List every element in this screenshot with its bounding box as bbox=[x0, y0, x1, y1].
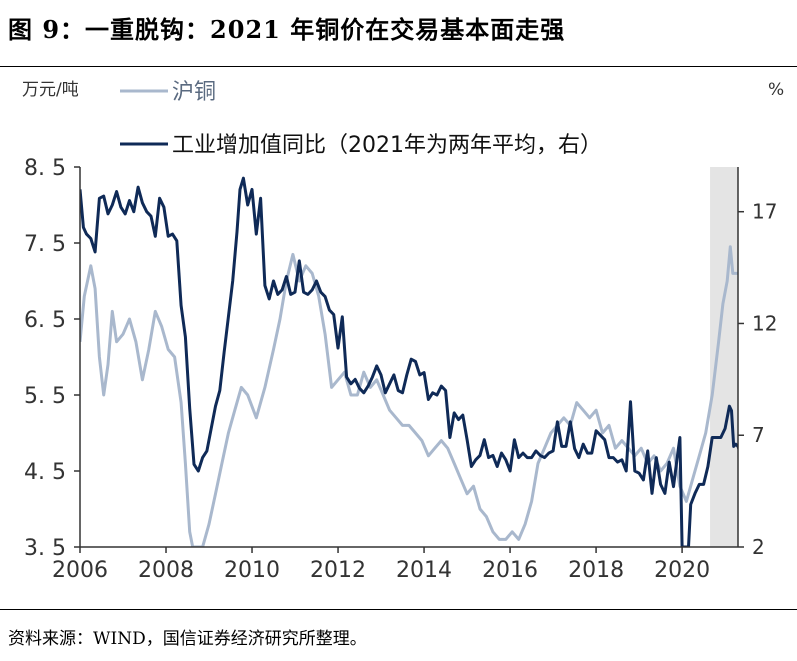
left-axis-unit: 万元/吨 bbox=[22, 80, 79, 100]
x-tick-label: 2010 bbox=[224, 558, 280, 583]
x-tick-label: 2018 bbox=[568, 558, 624, 583]
left-tick-label: 7. 5 bbox=[24, 232, 66, 257]
x-tick-label: 2020 bbox=[654, 558, 710, 583]
industrial-output-line bbox=[80, 176, 738, 547]
left-tick-label: 6. 5 bbox=[24, 308, 66, 333]
x-tick-label: 2008 bbox=[138, 558, 194, 583]
left-tick-label: 3. 5 bbox=[24, 536, 66, 561]
source-rule bbox=[0, 609, 797, 610]
x-tick-label: 2016 bbox=[482, 558, 538, 583]
figure-title: 图 9：一重脱钩：2021 年铜价在交易基本面走强 bbox=[8, 15, 566, 44]
left-tick-label: 4. 5 bbox=[24, 460, 66, 485]
title-rule bbox=[0, 66, 797, 67]
legend-label-copper: 沪铜 bbox=[172, 80, 216, 105]
copper-price-line bbox=[80, 245, 738, 547]
x-tick-label: 2012 bbox=[310, 558, 366, 583]
left-tick-label: 5. 5 bbox=[24, 384, 66, 409]
source-note: 资料来源：WIND，国信证券经济研究所整理。 bbox=[8, 629, 367, 649]
shaded-region bbox=[710, 167, 738, 547]
right-tick-label: 12 bbox=[752, 311, 777, 335]
right-tick-label: 17 bbox=[752, 200, 777, 224]
right-axis-unit: % bbox=[768, 80, 784, 100]
right-tick-label: 7 bbox=[752, 423, 765, 447]
left-tick-label: 8. 5 bbox=[24, 156, 66, 181]
right-tick-label: 2 bbox=[752, 535, 765, 559]
legend-label-industrial: 工业增加值同比（2021年为两年平均，右） bbox=[172, 133, 602, 158]
x-tick-label: 2006 bbox=[52, 558, 108, 583]
x-tick-label: 2014 bbox=[396, 558, 452, 583]
chart: 8. 5 7. 5 6. 5 5. 5 4. 5 3. 5 17 12 7 2 2006 2008 20… bbox=[22, 80, 784, 583]
